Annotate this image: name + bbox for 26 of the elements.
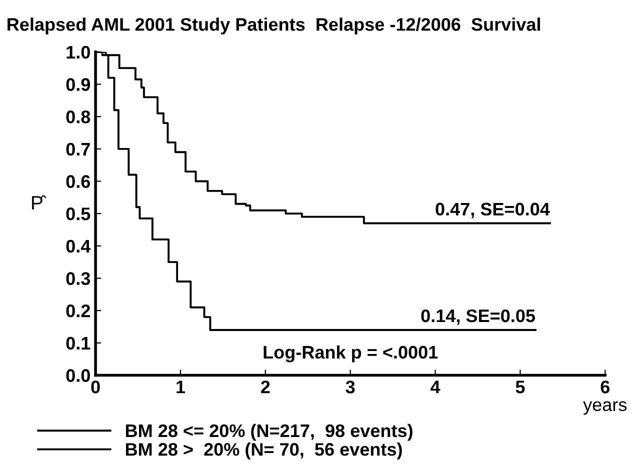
y-tick-label: 0.1 [66, 336, 90, 350]
x-tick-label: 1 [176, 380, 185, 394]
annotation: 0.47, SE=0.04 [436, 202, 550, 218]
annotation: Log-Rank p = <.0001 [264, 345, 438, 362]
x-tick-label: 3 [346, 380, 355, 394]
y-tick-label: 0.4 [66, 240, 91, 253]
legend-label: BM 28 > 20% (N= 70, 56 events) [126, 442, 402, 460]
x-tick-label: 2 [261, 380, 270, 394]
x-tick-label: 5 [516, 380, 525, 394]
x-axis-title: years [583, 401, 627, 415]
y-tick-label: 0.7 [66, 142, 90, 156]
y-tick-label: 1.0 [66, 46, 90, 59]
y-tick-label: 0.3 [66, 272, 90, 285]
x-tick-label: 6 [600, 380, 610, 394]
x-tick-label: 0 [91, 380, 100, 394]
chart-title: Relapsed AML 2001 Study Patients Relapse -12/2006 Survival [8, 18, 540, 34]
x-tick-label: 4 [430, 380, 440, 394]
annotation: 0.14, SE=0.05 [421, 309, 536, 325]
y-tick-label: 0.0 [66, 369, 90, 382]
y-tick-label: 0.2 [66, 304, 90, 318]
y-tick-label: 0.9 [66, 78, 90, 91]
legend-label: BM 28 <= 20% (N=217, 98 events) [126, 424, 412, 441]
y-tick-label: 0.8 [66, 110, 90, 124]
y-tick-label: 0.6 [66, 175, 90, 188]
y-axis-title: P̂ [32, 195, 47, 210]
y-tick-label: 0.5 [66, 208, 90, 220]
